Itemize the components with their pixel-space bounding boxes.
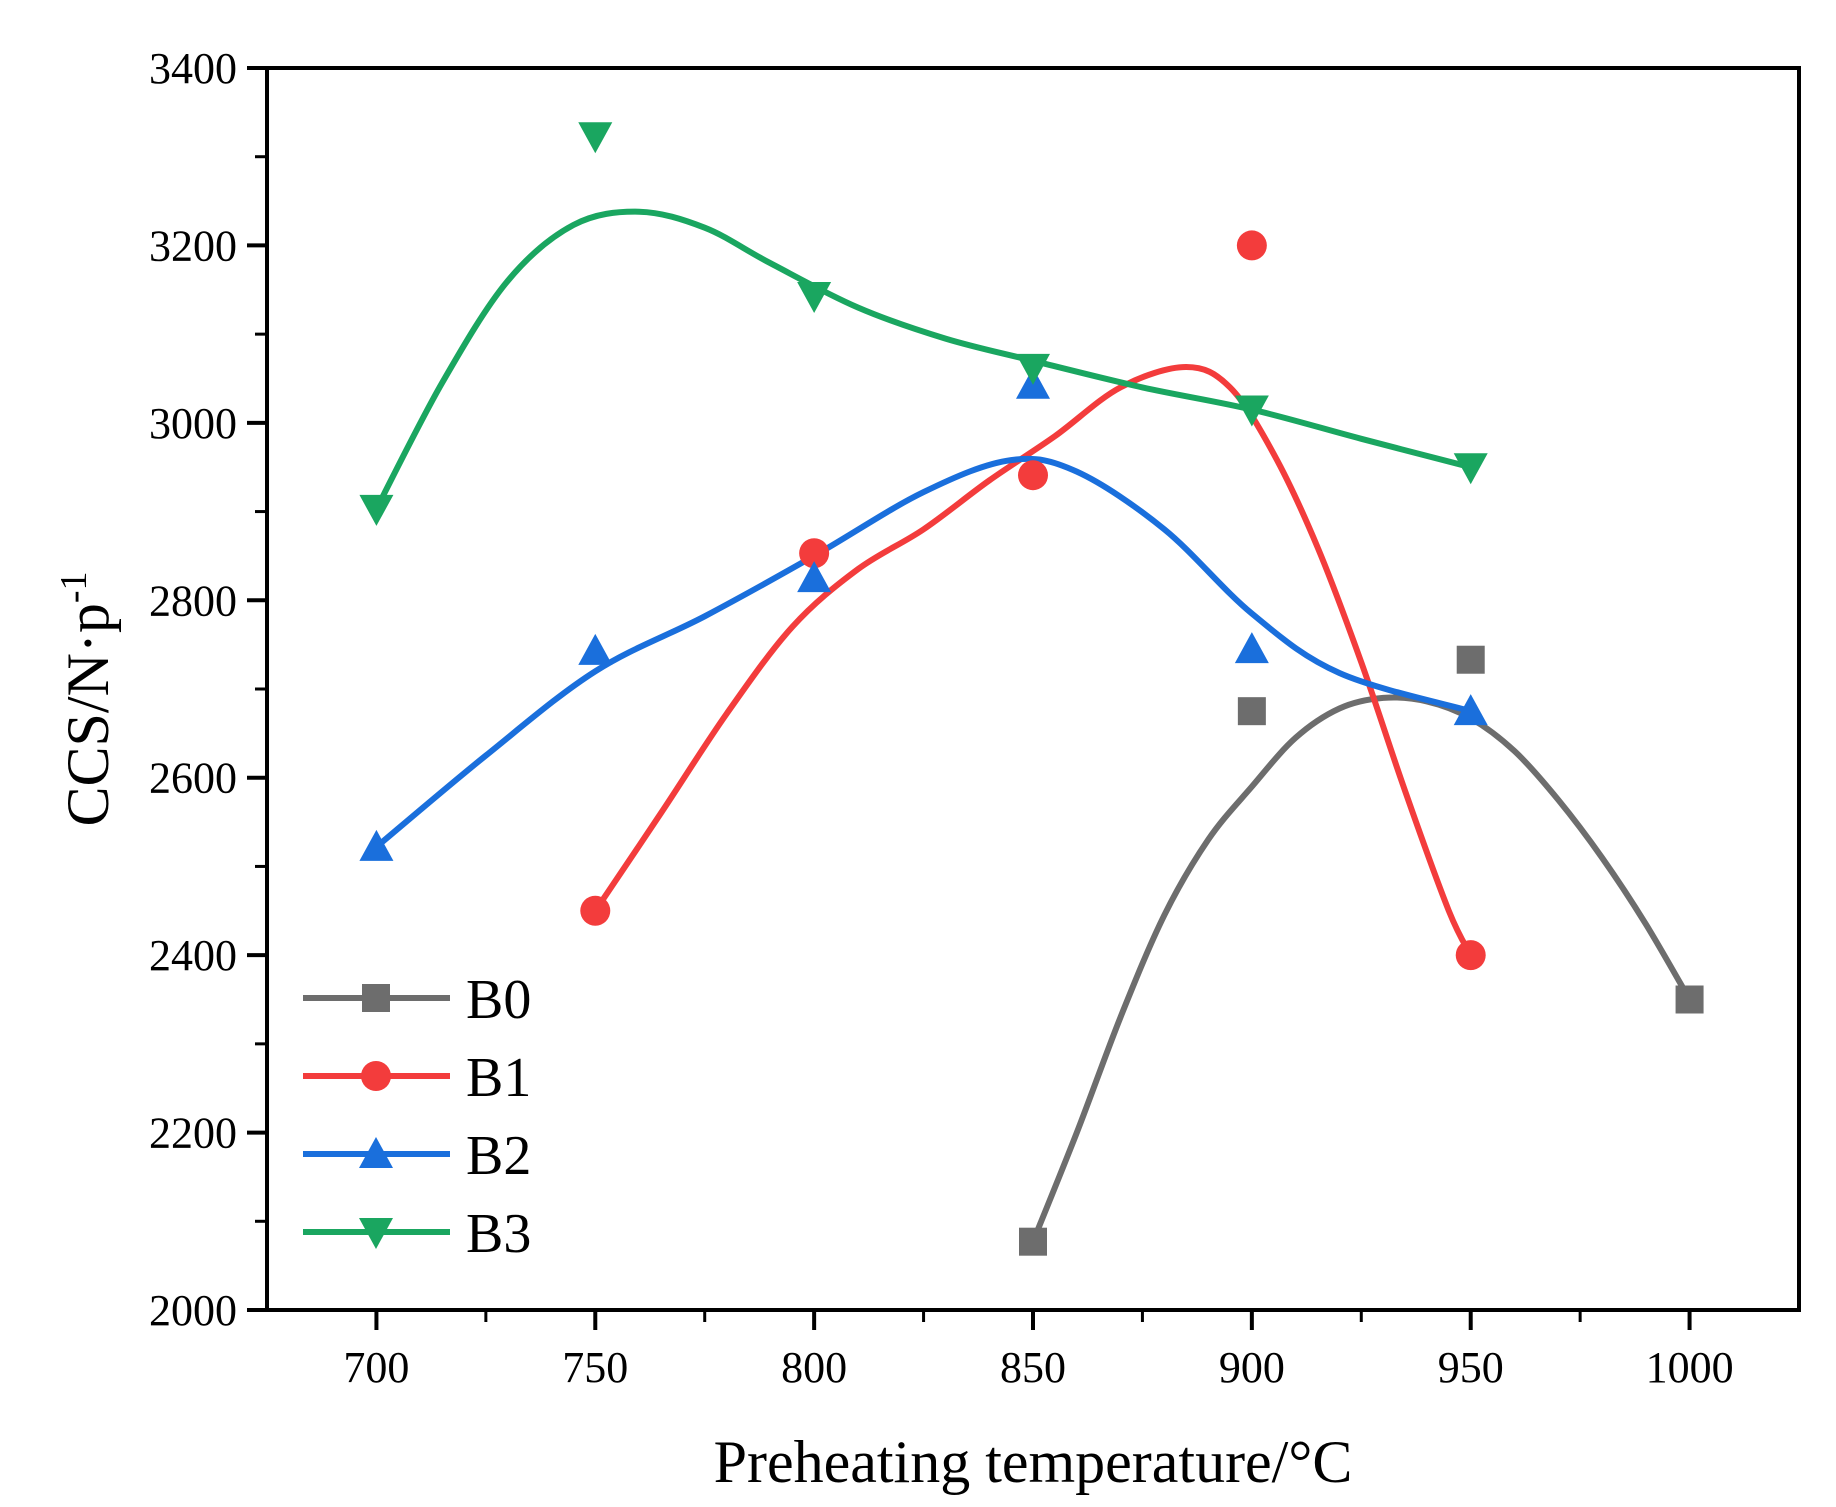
y-tick-label: 3400 <box>149 44 237 93</box>
y-tick-label: 2800 <box>149 576 237 625</box>
data-point-b3 <box>1453 453 1488 485</box>
data-point-b0 <box>1675 985 1704 1014</box>
legend-label-b1: B1 <box>466 1047 531 1109</box>
y-axis-title-superscript: -1 <box>53 571 95 603</box>
x-tick-label: 750 <box>562 1343 628 1392</box>
series-line-b2 <box>373 455 1474 850</box>
x-tick-label: 1000 <box>1646 1343 1734 1392</box>
series-line-b0 <box>1030 694 1693 1245</box>
legend-label-b2: B2 <box>466 1125 531 1187</box>
y-axis-title-main: CCS/N·p <box>55 603 121 826</box>
legend-marker-b0 <box>362 984 390 1012</box>
data-point-b2 <box>359 829 394 861</box>
data-point-b2 <box>578 633 613 665</box>
series-line-b3 <box>373 208 1474 512</box>
data-point-b3 <box>359 494 394 526</box>
data-point-b2 <box>1234 632 1269 664</box>
data-point-b3 <box>578 122 613 154</box>
x-tick-label: 700 <box>343 1343 409 1392</box>
plot-area <box>359 122 1704 1256</box>
data-point-b3 <box>1016 353 1050 385</box>
data-point-b1 <box>580 895 611 926</box>
data-point-b1 <box>1236 230 1267 261</box>
x-tick-label: 900 <box>1219 1343 1285 1392</box>
legend-marker-b2 <box>359 1137 393 1168</box>
y-tick-label: 2400 <box>149 931 237 980</box>
data-point-b1 <box>799 538 830 569</box>
x-axis-title: Preheating temperature/°C <box>714 1429 1353 1495</box>
legend-label-b3: B3 <box>466 1203 531 1265</box>
x-tick-label: 800 <box>781 1343 847 1392</box>
data-point-b3 <box>1234 395 1269 427</box>
x-tick-label: 950 <box>1438 1343 1504 1392</box>
y-tick-label: 2200 <box>149 1109 237 1158</box>
axes: 700 750 800 850 900 950 1000 2000 2200 2400 2600 28… <box>149 44 1801 1392</box>
data-point-b1 <box>1455 940 1486 971</box>
data-point-b0 <box>1456 645 1485 674</box>
data-point-b2 <box>797 561 832 593</box>
legend-marker-b1 <box>361 1061 391 1091</box>
y-tick-label: 2600 <box>149 754 237 803</box>
data-point-b3 <box>797 281 832 313</box>
y-tick-label: 3200 <box>149 221 237 270</box>
series-line-b1 <box>592 364 1474 959</box>
data-point-b0 <box>1019 1227 1047 1256</box>
y-tick-label: 2000 <box>149 1286 237 1335</box>
data-point-b2 <box>1453 694 1488 726</box>
y-tick-label: 3000 <box>149 399 237 448</box>
data-point-b1 <box>1018 460 1048 491</box>
x-tick-label: 850 <box>1000 1343 1066 1392</box>
legend-label-b0: B0 <box>466 969 531 1031</box>
y-axis-title: CCS/N·p-1 <box>53 571 121 826</box>
legend-marker-b3 <box>359 1218 393 1249</box>
plot-frame <box>265 66 1801 1312</box>
data-point-b0 <box>1237 697 1266 726</box>
legend: B0 B1 B2 B3 <box>303 969 531 1265</box>
